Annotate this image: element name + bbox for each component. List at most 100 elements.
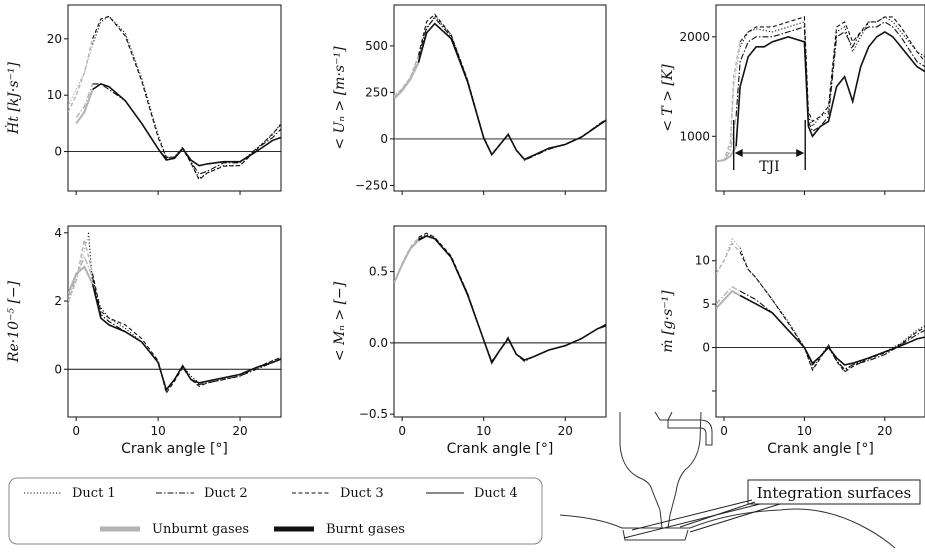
series-line-4 — [91, 283, 281, 392]
series-line-3 — [739, 16, 925, 123]
chart-panel-3: 1000 2000 < T > [K] TJI — [660, 4, 925, 195]
axes-frame — [67, 225, 282, 418]
nozzle-tip — [654, 411, 673, 421]
legend-frame — [8, 477, 543, 545]
series-line-1-unburnt — [68, 44, 94, 107]
series-line-3 — [739, 251, 925, 373]
x-tick-label: 0 — [398, 424, 406, 438]
legend-label: Duct 3 — [340, 486, 384, 501]
y-tick-label: 0.0 — [369, 336, 388, 350]
series-line-2-unburnt — [75, 83, 94, 119]
series-line-3-unburnt — [716, 41, 741, 162]
series-group — [716, 16, 925, 163]
x-axis-label: Crank angle [°] — [121, 441, 228, 457]
series-line-4-unburnt — [394, 62, 420, 100]
y-tick-label: 20 — [47, 32, 62, 46]
legend: Duct 1 Duct 2 Duct 3 Duct 4 Unburnt gases Bur… — [8, 477, 543, 545]
y-axis-label: < Mₙ > [−] — [332, 281, 348, 361]
x-tick-label: 20 — [877, 424, 892, 438]
y-tick-label: 4 — [54, 226, 62, 240]
series-line-3-unburnt — [394, 54, 420, 98]
legend-items: Duct 1 Duct 2 Duct 3 Duct 4 Unburnt gases Bur… — [24, 486, 518, 537]
series-line-2 — [418, 235, 606, 365]
y-tick-label: 10 — [47, 88, 62, 102]
legend-label: Duct 2 — [204, 486, 248, 501]
legend-label: Duct 4 — [474, 486, 518, 501]
legend-phase-label: Unburnt gases — [152, 522, 249, 537]
series-line-2 — [92, 277, 281, 391]
series-group — [68, 15, 281, 181]
x-axis-label: Crank angle [°] — [447, 441, 554, 457]
callout-arrow-1 — [631, 499, 753, 531]
series-line-4-unburnt — [394, 239, 420, 284]
chart-panel-2: −250 0 250 500 < Uₙ > [m·s⁻¹] — [332, 4, 607, 195]
callout-arrow-4 — [623, 503, 761, 539]
duct-exit — [622, 529, 689, 541]
y-tick-label: 2 — [54, 294, 62, 308]
x-tick-label: 20 — [558, 424, 573, 438]
prechamber-schematic — [559, 411, 896, 549]
x-tick-label: 10 — [797, 424, 812, 438]
legend-phase-label: Burnt gases — [326, 522, 405, 537]
chart-panel-1: 0 10 20 Ḣt [kJ·s⁻¹] — [4, 4, 282, 195]
tji-label: TJI — [759, 159, 779, 175]
x-axis-label: Crank angle [°] — [767, 441, 874, 457]
series-line-4 — [417, 22, 606, 161]
y-tick-label: 0.5 — [369, 265, 388, 279]
y-tick-label: 250 — [365, 85, 388, 99]
x-tick-label: 0 — [72, 424, 80, 438]
series-line-4-unburnt — [68, 265, 94, 295]
y-tick-label: 0 — [54, 145, 62, 159]
y-tick-label: 0 — [702, 341, 710, 355]
series-line-4-unburnt — [75, 89, 94, 124]
y-tick-label: 10 — [695, 254, 710, 268]
series-line-3-unburnt — [394, 236, 420, 284]
callout-box — [747, 479, 921, 505]
y-tick-label: −0.5 — [359, 407, 388, 421]
y-tick-label: −250 — [355, 178, 388, 192]
y-axis-label: Ḣt [kJ·s⁻¹] — [4, 61, 22, 134]
series-group — [68, 232, 281, 395]
axes-frame — [715, 225, 925, 418]
series-line-2-unburnt — [68, 254, 94, 298]
callout-arrows — [623, 499, 781, 539]
x-tick-label: 20 — [232, 424, 247, 438]
series-line-4 — [735, 30, 925, 147]
y-tick-label: 500 — [365, 39, 388, 53]
chart-panel-4: 0 2 4 0 10 20 Crank angle [°] Re·10⁻⁵ [−] — [6, 225, 282, 457]
y-tick-label: 5 — [702, 297, 710, 311]
series-line-4 — [418, 235, 606, 365]
series-line-2-unburnt — [716, 285, 741, 305]
series-line-1-unburnt — [716, 46, 741, 162]
series-group — [394, 232, 606, 365]
series-group — [716, 237, 925, 373]
axes-frame — [393, 225, 607, 418]
series-line-3-unburnt — [716, 242, 741, 275]
y-axis-label: ṁ [g·s⁻¹] — [660, 290, 676, 353]
y-axis-label: < T > [K] — [660, 64, 676, 132]
series-line-4 — [92, 83, 281, 167]
callout-label: Integration surfaces — [757, 484, 912, 502]
series-line-4 — [739, 294, 925, 366]
y-tick-label: 1000 — [679, 129, 710, 143]
series-line-4-unburnt — [716, 289, 741, 310]
chamber-floor — [559, 508, 896, 549]
callout-arrow-3 — [689, 503, 781, 533]
chart-panel-5: −0.5 0.0 0.5 0 10 20 Crank angle [°] < Mₙ > [−] — [332, 225, 607, 457]
series-group — [394, 13, 606, 161]
integration-surfaces-callout: Integration surfaces — [623, 479, 921, 539]
series-line-3-unburnt — [68, 239, 94, 302]
series-line-2 — [735, 21, 925, 133]
series-line-3-unburnt — [68, 38, 94, 113]
x-tick-label: 10 — [476, 424, 491, 438]
series-line-1 — [418, 234, 606, 363]
series-line-1 — [87, 232, 281, 393]
y-axis-label: Re·10⁻⁵ [−] — [6, 280, 22, 363]
tji-annotation: TJI — [732, 120, 806, 175]
axes-frame — [715, 4, 925, 192]
series-line-1 — [417, 15, 606, 161]
tji-arrowhead-right — [796, 149, 805, 157]
